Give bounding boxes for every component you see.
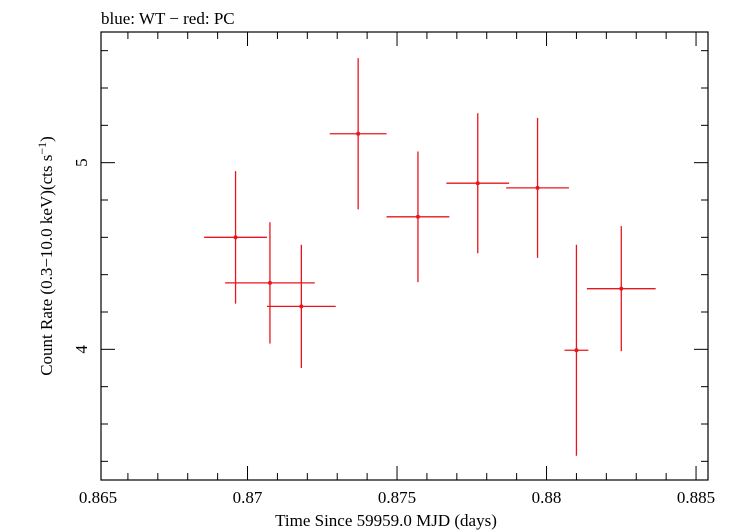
data-point bbox=[446, 113, 510, 254]
data-point bbox=[564, 244, 589, 456]
x-tick-label: 0.865 bbox=[79, 488, 117, 507]
chart-title: blue: WT − red: PC bbox=[101, 9, 235, 28]
data-point bbox=[204, 171, 267, 304]
x-tick-label: 0.885 bbox=[677, 488, 715, 507]
x-axis-label: Time Since 59959.0 MJD (days) bbox=[275, 511, 497, 530]
data-point bbox=[506, 117, 569, 258]
point-marker bbox=[574, 348, 579, 353]
point-marker bbox=[415, 214, 420, 219]
y-axis-label-sup: −1 bbox=[35, 142, 49, 155]
x-tick-label: 0.87 bbox=[233, 488, 263, 507]
x-tick-label: 0.88 bbox=[532, 488, 562, 507]
data-point bbox=[266, 244, 336, 368]
plot-frame bbox=[100, 31, 709, 481]
data-point bbox=[386, 151, 450, 283]
y-axis-label-close: ) bbox=[37, 136, 56, 142]
point-marker bbox=[233, 235, 238, 240]
data-point bbox=[586, 226, 656, 352]
point-marker bbox=[356, 131, 361, 136]
point-marker bbox=[475, 181, 480, 186]
point-marker bbox=[535, 185, 540, 190]
data-point bbox=[329, 58, 387, 210]
x-tick-label: 0.875 bbox=[378, 488, 416, 507]
x-tick-labels: 0.865 0.87 0.875 0.88 0.885 bbox=[79, 488, 715, 507]
axis-ticks bbox=[101, 32, 708, 480]
data-point bbox=[225, 222, 315, 344]
y-axis-label: Count Rate (0.3−10.0 keV)(cts s−1) bbox=[35, 136, 56, 376]
point-marker bbox=[299, 304, 304, 309]
point-marker bbox=[267, 280, 272, 285]
data-points bbox=[204, 58, 656, 456]
y-axis-label-main: Count Rate (0.3−10.0 keV)(cts s bbox=[37, 155, 56, 376]
y-tick-label: 4 bbox=[72, 345, 91, 354]
y-tick-label: 5 bbox=[72, 158, 91, 167]
point-marker bbox=[619, 286, 624, 291]
y-tick-labels: 45 bbox=[72, 158, 91, 353]
